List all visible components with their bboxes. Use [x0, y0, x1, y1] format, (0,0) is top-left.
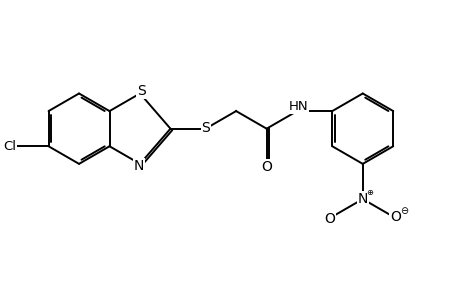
Text: N: N: [134, 159, 144, 173]
Text: ⊖: ⊖: [399, 206, 407, 216]
Text: N: N: [357, 192, 367, 206]
Text: O: O: [261, 160, 271, 174]
Text: S: S: [201, 121, 210, 135]
Text: Cl: Cl: [4, 140, 17, 153]
Text: S: S: [136, 84, 145, 98]
Text: O: O: [389, 210, 400, 224]
Text: O: O: [324, 212, 335, 226]
Text: HN: HN: [288, 100, 308, 113]
Text: ⊕: ⊕: [365, 188, 372, 196]
